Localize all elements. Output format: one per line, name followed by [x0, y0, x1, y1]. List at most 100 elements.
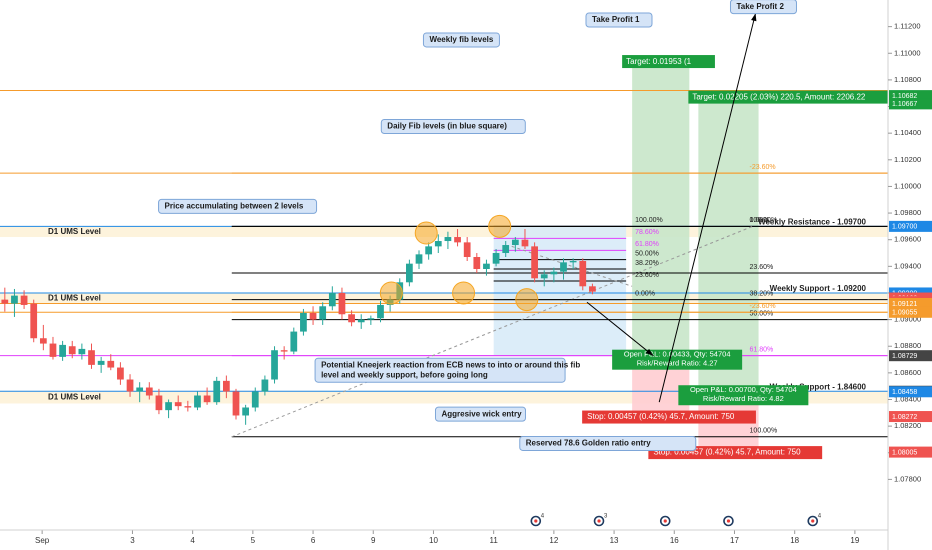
price-badge-label[interactable]: 1.10682	[892, 93, 917, 100]
candle-body[interactable]	[97, 360, 105, 365]
candle-body[interactable]	[367, 318, 375, 320]
price-tick-label[interactable]: 1.07800	[894, 474, 921, 483]
candle-body[interactable]	[280, 350, 288, 352]
price-tick-label[interactable]: 1.09400	[894, 261, 921, 270]
time-tick-label[interactable]: 3	[130, 536, 135, 545]
candle-body[interactable]	[483, 263, 490, 269]
price-tick-label[interactable]: 1.08200	[894, 421, 921, 430]
candle-body[interactable]	[290, 331, 298, 352]
candle-body[interactable]	[492, 253, 500, 264]
candle-body[interactable]	[425, 246, 433, 255]
time-tick-label[interactable]: 11	[490, 536, 499, 545]
candle-body[interactable]	[39, 338, 47, 344]
candle-body[interactable]	[531, 246, 538, 279]
candle-body[interactable]	[444, 237, 452, 242]
candle-body[interactable]	[242, 407, 250, 416]
candle-body[interactable]	[463, 242, 471, 258]
candle-body[interactable]	[213, 380, 221, 403]
price-badge[interactable]	[889, 411, 932, 423]
price-badge-label[interactable]: 1.09700	[892, 224, 917, 231]
price-badge-label[interactable]: 1.09055	[892, 310, 917, 317]
time-tick-label[interactable]: 18	[790, 536, 799, 545]
candle-body[interactable]	[579, 261, 587, 287]
candle-body[interactable]	[521, 239, 529, 247]
pnl-label-box[interactable]	[612, 349, 743, 370]
candle-body[interactable]	[194, 395, 201, 408]
candle-body[interactable]	[377, 304, 384, 319]
price-badge-label[interactable]: 1.09121	[892, 301, 917, 308]
price-badge-label[interactable]: 1.08005	[892, 449, 917, 456]
candle-body[interactable]	[271, 350, 278, 380]
candle-body[interactable]	[59, 344, 66, 357]
candle-body[interactable]	[569, 261, 577, 263]
time-axis[interactable]: Sep 3 4 5 6 9 10 11 12 13 16 17 18 19 4 3 4	[0, 514, 888, 546]
candle-body[interactable]	[117, 367, 124, 380]
target-label-box[interactable]	[622, 55, 715, 69]
candle-body[interactable]	[165, 402, 172, 411]
candle-body[interactable]	[261, 379, 269, 392]
price-axis[interactable]: 1.112001.110001.108001.106001.104001.102…	[887, 0, 932, 550]
candle-body[interactable]	[338, 292, 346, 315]
candle-body[interactable]	[406, 263, 413, 283]
time-tick-label[interactable]: 9	[371, 536, 376, 545]
annotation-callout[interactable]	[314, 357, 566, 383]
time-tick-label[interactable]: 12	[549, 536, 558, 545]
candle-body[interactable]	[300, 312, 307, 332]
price-tick-label[interactable]: 1.11200	[894, 22, 921, 31]
candle-body[interactable]	[454, 237, 461, 243]
candle-body[interactable]	[328, 292, 336, 307]
annotation-callout[interactable]	[729, 0, 797, 15]
candles-layer[interactable]	[1, 229, 596, 425]
price-badge-label[interactable]: 1.08272	[892, 414, 917, 421]
price-badge-label[interactable]: 1.10667	[892, 101, 917, 108]
price-tick-label[interactable]: 1.08800	[894, 341, 921, 350]
time-tick-label[interactable]: 6	[311, 536, 316, 545]
price-tick-label[interactable]: 1.10000	[894, 181, 921, 190]
candle-body[interactable]	[502, 245, 510, 254]
candle-body[interactable]	[222, 380, 230, 392]
candle-body[interactable]	[107, 360, 115, 368]
price-tick-label[interactable]: 1.11000	[894, 48, 921, 57]
candle-body[interactable]	[203, 395, 211, 403]
price-badge[interactable]	[889, 220, 932, 232]
annotations-layer[interactable]: Target: 0.01953 (1 Open P&L: 0.00433, Qty…	[158, 0, 910, 460]
price-tick-label[interactable]: 1.08400	[894, 394, 921, 403]
candle-body[interactable]	[136, 387, 144, 392]
price-badge[interactable]	[889, 297, 932, 309]
annotation-callout[interactable]	[158, 198, 318, 214]
candle-body[interactable]	[309, 312, 317, 320]
price-badge-label[interactable]: 1.08729	[892, 353, 917, 360]
time-tick-label[interactable]: Sep	[35, 536, 50, 545]
candle-body[interactable]	[589, 286, 596, 292]
stop-label-box[interactable]	[582, 410, 756, 424]
candle-body[interactable]	[49, 343, 57, 357]
candle-body[interactable]	[434, 241, 442, 247]
price-badge-label[interactable]: 1.08458	[892, 389, 917, 396]
price-badge[interactable]	[889, 90, 932, 102]
price-tick-label[interactable]: 1.09800	[894, 208, 921, 217]
candle-body[interactable]	[78, 348, 86, 355]
price-badge[interactable]	[889, 350, 932, 362]
candle-body[interactable]	[11, 295, 18, 304]
candle-body[interactable]	[357, 319, 365, 323]
candle-body[interactable]	[155, 395, 163, 411]
time-tick-label[interactable]: 19	[850, 536, 859, 545]
time-tick-label[interactable]: 13	[610, 536, 619, 545]
pnl-label-box[interactable]	[678, 385, 809, 406]
price-tick-label[interactable]: 1.09600	[894, 235, 921, 244]
candle-body[interactable]	[232, 391, 240, 416]
annotation-callout[interactable]	[519, 435, 697, 451]
candle-body[interactable]	[174, 402, 182, 407]
annotation-callout[interactable]	[422, 32, 500, 48]
time-tick-label[interactable]: 17	[730, 536, 739, 545]
candle-body[interactable]	[415, 254, 423, 264]
candle-body[interactable]	[348, 314, 355, 323]
candle-body[interactable]	[184, 406, 192, 408]
annotation-callout[interactable]	[585, 12, 653, 28]
candle-body[interactable]	[1, 299, 9, 304]
price-tick-label[interactable]: 1.09000	[894, 315, 921, 324]
candle-body[interactable]	[126, 379, 134, 392]
candle-body[interactable]	[511, 239, 519, 246]
annotation-callout[interactable]	[380, 119, 526, 135]
candle-body[interactable]	[473, 257, 481, 269]
